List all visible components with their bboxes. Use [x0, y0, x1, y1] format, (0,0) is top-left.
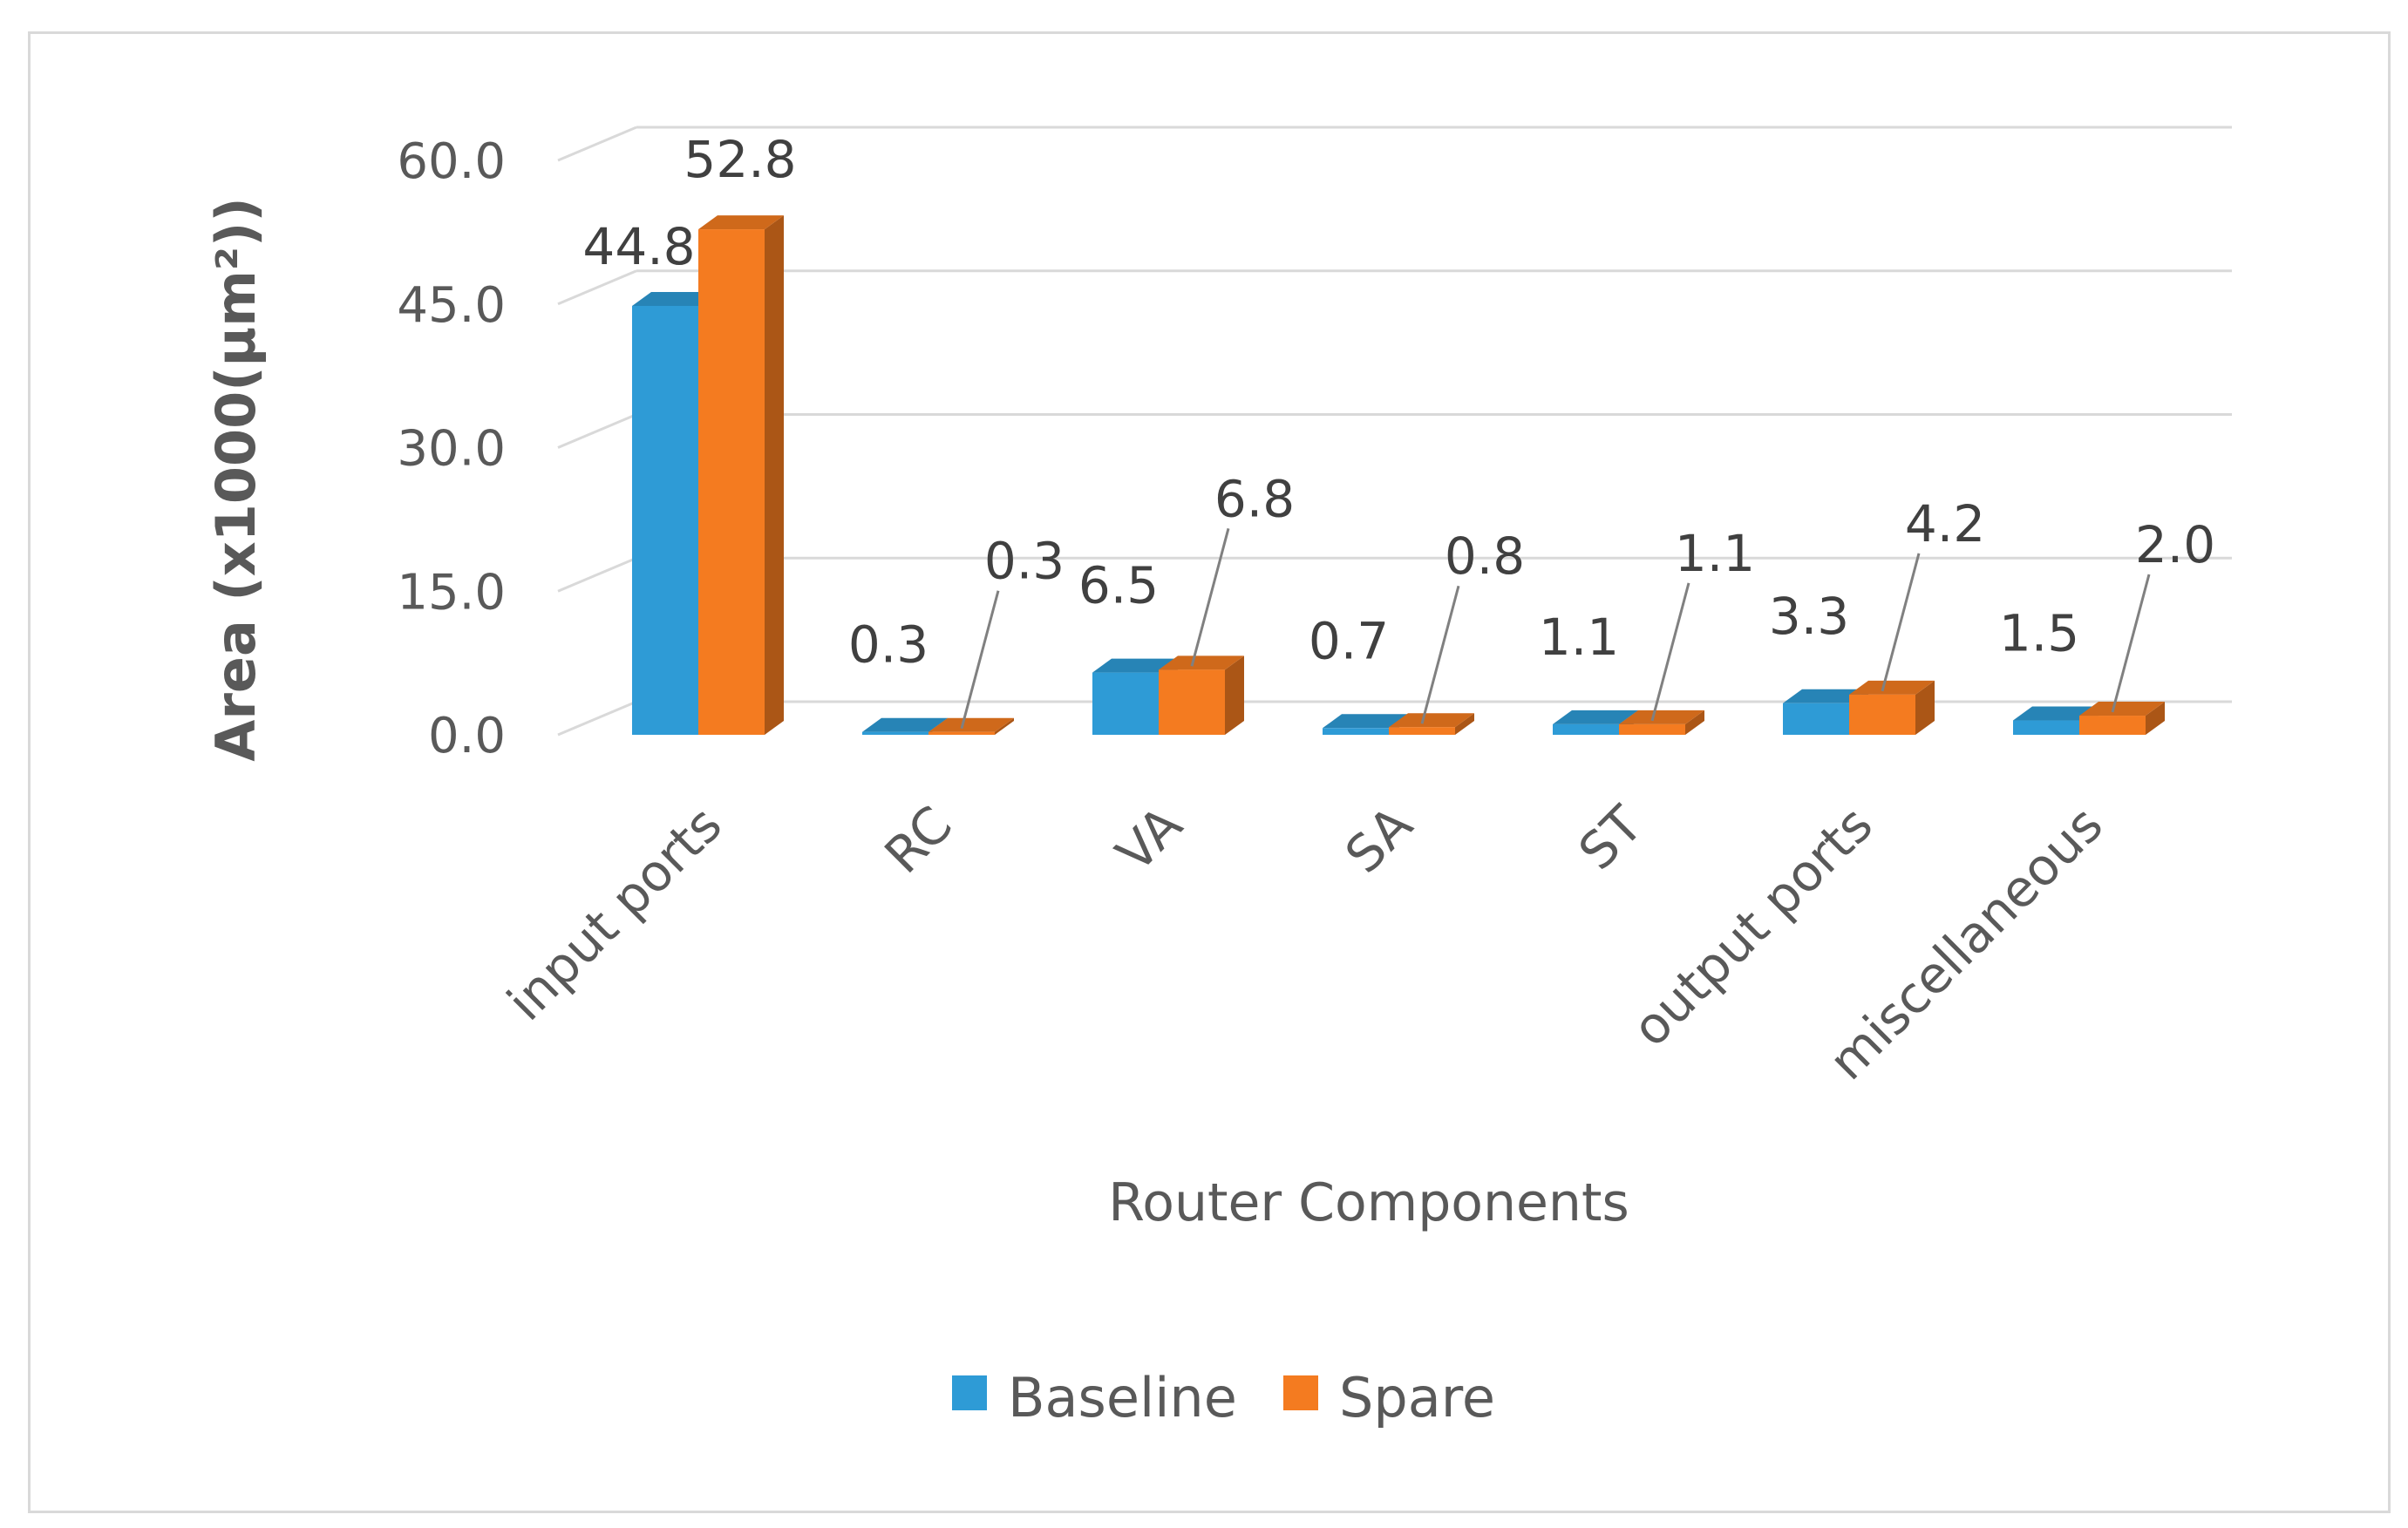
bar-front — [2013, 720, 2079, 735]
bar-top — [1553, 710, 1638, 724]
bar-top — [862, 717, 948, 732]
data-label: 6.8 — [1214, 469, 1295, 528]
grid-diagonal — [557, 413, 637, 449]
bars — [632, 215, 2165, 736]
bar — [929, 717, 1014, 735]
data-label: 1.5 — [1999, 604, 2079, 663]
bar-front — [929, 731, 995, 735]
grid-diagonal — [557, 126, 637, 162]
data-label: 2.0 — [2135, 515, 2215, 574]
x-tick-label: ST — [1568, 794, 1655, 881]
bar-front — [1323, 728, 1389, 735]
bar-front — [2079, 716, 2146, 735]
bar-side — [1455, 713, 1474, 735]
bar-top — [1783, 689, 1868, 703]
data-labels: 44.852.80.30.3 6.56.80.70.81.11.13.34.21.… — [582, 130, 2215, 675]
bar-front — [1783, 703, 1849, 735]
grid-diagonal — [557, 269, 637, 306]
y-tick-label: 30.0 — [397, 421, 506, 478]
y-tick-label: 15.0 — [397, 564, 506, 621]
data-label: 0.8 — [1445, 526, 1525, 586]
y-tick-label: 45.0 — [397, 277, 506, 334]
leader-line — [1650, 582, 1690, 722]
data-label: 0.7 — [1309, 611, 1389, 670]
bar-side — [2146, 702, 2165, 735]
y-tick-label: 60.0 — [397, 133, 506, 190]
data-label: 3.3 — [1769, 587, 1849, 646]
bar-front — [698, 229, 765, 736]
bar-side — [995, 717, 1014, 735]
data-label: 1.1 — [1675, 524, 1755, 583]
x-tick-label: output ports — [1621, 795, 1884, 1058]
bar-top — [929, 717, 1014, 732]
x-tick-label: VA — [1105, 795, 1194, 884]
legend: Baseline Spare — [952, 1366, 1495, 1430]
bar-top — [2013, 706, 2098, 721]
bar — [1389, 713, 1474, 735]
leader-line — [1190, 527, 1230, 667]
bar-front — [632, 305, 698, 735]
bar-front — [1849, 694, 1915, 735]
bar — [2079, 702, 2165, 735]
data-label: 4.2 — [1905, 494, 1985, 553]
bar-side — [1915, 680, 1935, 735]
data-label: 52.8 — [684, 130, 796, 189]
bar-top — [632, 291, 718, 306]
bar-front — [862, 731, 929, 735]
leader-lines — [960, 527, 2151, 730]
bar-top — [1092, 658, 1178, 673]
bar — [2013, 706, 2098, 735]
x-axis-title: Router Components — [1108, 1172, 1629, 1233]
chart-frame — [28, 31, 2391, 1513]
bar-side — [1685, 710, 1704, 735]
data-label: 1.1 — [1539, 608, 1619, 667]
bar-top — [1389, 713, 1474, 728]
x-tick-label: RC — [874, 795, 963, 885]
data-label: 44.8 — [582, 217, 695, 276]
bar-top — [698, 215, 784, 230]
bar-side — [1225, 655, 1244, 735]
y-axis-title: Area (x1000(µm²)) — [204, 197, 268, 761]
gridlines — [557, 126, 2232, 737]
bar-front — [1092, 672, 1159, 735]
bar — [1849, 680, 1935, 735]
legend-swatch-baseline — [952, 1375, 987, 1410]
x-tick-label: SA — [1334, 795, 1424, 885]
bar-top — [1849, 680, 1935, 695]
bar-top — [1619, 710, 1704, 724]
y-axis-ticks: 0.0 15.0 30.0 45.0 60.0 — [397, 133, 506, 764]
legend-swatch-spare — [1283, 1375, 1318, 1410]
bar-front — [1159, 669, 1225, 735]
bar — [1159, 655, 1244, 735]
bar — [1619, 710, 1704, 735]
bar-front — [1619, 723, 1685, 735]
data-label: 0.3 — [984, 532, 1065, 591]
bar-top — [1159, 655, 1244, 670]
data-label: 0.3 — [848, 615, 929, 675]
bar-side — [765, 215, 784, 735]
legend-label-spare: Spare — [1339, 1366, 1495, 1430]
leader-line — [1881, 553, 1921, 692]
leader-line — [960, 590, 1000, 730]
bar-top — [1323, 714, 1408, 729]
grid-diagonal — [557, 700, 637, 737]
x-tick-label: input ports — [496, 795, 733, 1032]
y-tick-label: 0.0 — [428, 708, 506, 764]
bar-front — [1389, 727, 1455, 735]
leader-line — [1420, 585, 1460, 724]
bar-front — [1553, 723, 1619, 735]
legend-label-baseline: Baseline — [1008, 1366, 1237, 1430]
bar — [698, 215, 784, 736]
grid-diagonal — [557, 556, 637, 593]
bar-top — [2079, 702, 2165, 716]
leader-line — [2111, 574, 2151, 713]
data-label: 6.5 — [1078, 556, 1159, 615]
